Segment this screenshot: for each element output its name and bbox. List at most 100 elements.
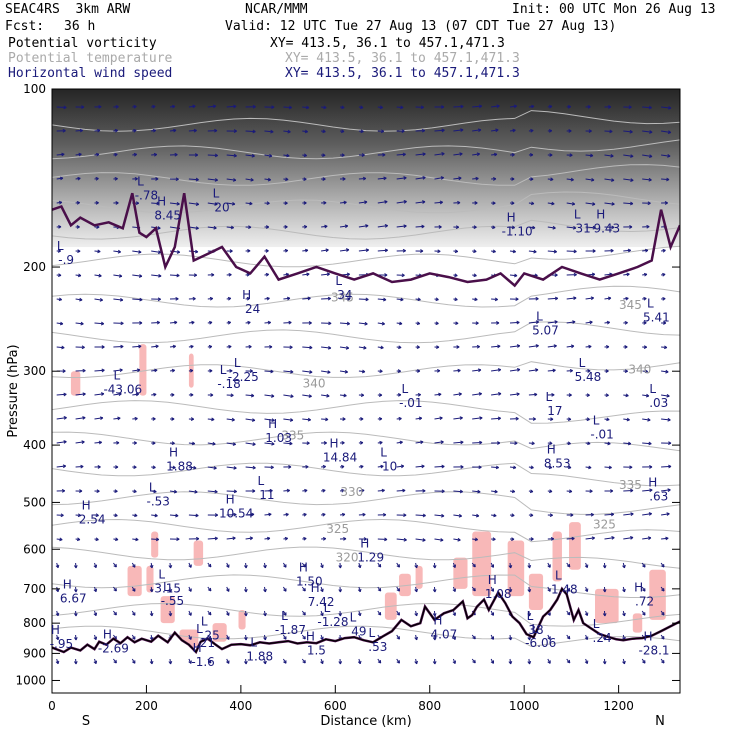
wind-arrow-head <box>629 201 634 206</box>
wind-arrow-head <box>288 105 292 110</box>
wind-arrow-head <box>454 249 459 254</box>
wind-arrow-head <box>397 393 402 397</box>
wind-arrow <box>245 466 256 469</box>
wind-arrow-head <box>283 564 287 568</box>
wind-arrow-head <box>584 588 589 592</box>
wind-arrow <box>415 441 424 444</box>
pv-shaded-patch <box>193 540 204 566</box>
wind-arrow <box>94 369 105 372</box>
wind-arrow-head <box>475 513 480 518</box>
wind-arrow-head <box>284 225 288 229</box>
wind-arrow-head <box>59 176 64 181</box>
wind-arrow <box>566 178 574 181</box>
wind-arrow <box>623 154 634 157</box>
wind-arrow-head <box>73 589 78 593</box>
wind-arrow-head <box>383 176 387 181</box>
wind-arrow-head <box>439 200 443 205</box>
wind-arrow-head <box>322 464 326 469</box>
wind-arrow <box>453 441 464 444</box>
extremum-marker: H <box>103 627 112 641</box>
wind-arrow-head <box>497 441 501 445</box>
wind-arrow-head <box>247 320 251 325</box>
wind-arrow-head <box>188 588 192 592</box>
wind-arrow-head <box>508 589 513 593</box>
wind-arrow-head <box>190 417 195 421</box>
wind-arrow-head <box>586 393 590 398</box>
wind-arrow <box>604 178 615 181</box>
wind-arrow-head <box>271 394 275 398</box>
wind-arrow <box>566 345 574 348</box>
wind-arrow-head <box>454 273 458 278</box>
wind-arrow-head <box>379 440 383 445</box>
wind-arrow-head <box>343 200 347 205</box>
wind-arrow-head <box>55 588 60 593</box>
wind-arrow-head <box>207 611 212 616</box>
wind-arrow-head <box>592 225 596 230</box>
extremum-marker: H <box>644 630 653 644</box>
wind-arrow-head <box>192 296 196 301</box>
wind-arrow-head <box>440 538 444 542</box>
wind-arrow-head <box>602 589 607 593</box>
wind-arrow-head <box>432 661 437 665</box>
pv-shaded-patch <box>238 609 246 630</box>
extremum-marker: L <box>163 580 170 594</box>
extremum-marker: L <box>281 609 288 623</box>
wind-arrow-head <box>132 660 136 664</box>
pv-shaded-patch <box>528 573 544 610</box>
wind-arrow <box>377 538 388 540</box>
wind-arrow-head <box>643 296 647 301</box>
wind-arrow-head <box>114 176 118 181</box>
wind-arrow-head <box>478 465 482 470</box>
wind-arrow <box>132 298 143 301</box>
wind-arrow-head <box>606 320 610 325</box>
y-tick-label: 100 <box>23 82 46 96</box>
wind-arrow <box>151 202 160 205</box>
wind-arrow-head <box>566 563 571 568</box>
wind-arrow-head <box>80 464 84 469</box>
wind-arrow-head <box>152 128 157 133</box>
wind-arrow-head <box>113 563 117 568</box>
wind-arrow-head <box>270 465 274 470</box>
wind-arrow-head <box>624 345 628 349</box>
wind-arrow <box>226 202 235 205</box>
wind-arrow-head <box>402 488 406 493</box>
wind-arrow-head <box>95 176 99 181</box>
wind-arrow <box>207 178 218 181</box>
wind-arrow-head <box>246 296 250 301</box>
extremum-value: 1.88 <box>246 650 273 664</box>
extremum-marker: L <box>137 175 144 189</box>
wind-arrow-head <box>496 104 500 109</box>
wind-arrow-head <box>252 465 256 470</box>
wind-arrow-head <box>667 488 671 492</box>
wind-arrow-head <box>214 202 218 206</box>
extremum-marker: H <box>634 580 643 594</box>
wind-arrow-head <box>396 588 400 592</box>
wind-arrow-head <box>214 513 219 517</box>
wind-arrow <box>661 489 671 492</box>
wind-arrow <box>56 153 65 156</box>
wind-arrow-head <box>209 320 213 325</box>
wind-arrow-head <box>132 636 136 640</box>
extremum-value: 49 <box>351 625 366 639</box>
wind-arrow-head <box>497 416 501 421</box>
wind-arrow <box>434 417 443 420</box>
wind-arrow <box>642 418 651 421</box>
wind-arrow-head <box>384 248 388 253</box>
wind-arrow <box>245 537 253 540</box>
wind-arrow-head <box>554 320 558 324</box>
extremum-marker: L <box>593 617 600 631</box>
extremum-marker: H <box>193 641 202 655</box>
wind-arrow-head <box>648 441 652 446</box>
wind-arrow-head <box>438 225 442 229</box>
wind-arrow-head <box>508 565 513 569</box>
wind-arrow <box>358 225 369 228</box>
wind-arrow-head <box>569 368 573 373</box>
wind-arrow-head <box>384 273 388 277</box>
wind-arrow-head <box>516 344 521 348</box>
extremum-marker: H <box>596 207 605 221</box>
wind-arrow-head <box>322 536 327 541</box>
wind-arrow <box>151 538 159 540</box>
wind-arrow-head <box>476 152 480 157</box>
wind-arrow-head <box>248 344 252 349</box>
wind-arrow <box>415 177 426 180</box>
